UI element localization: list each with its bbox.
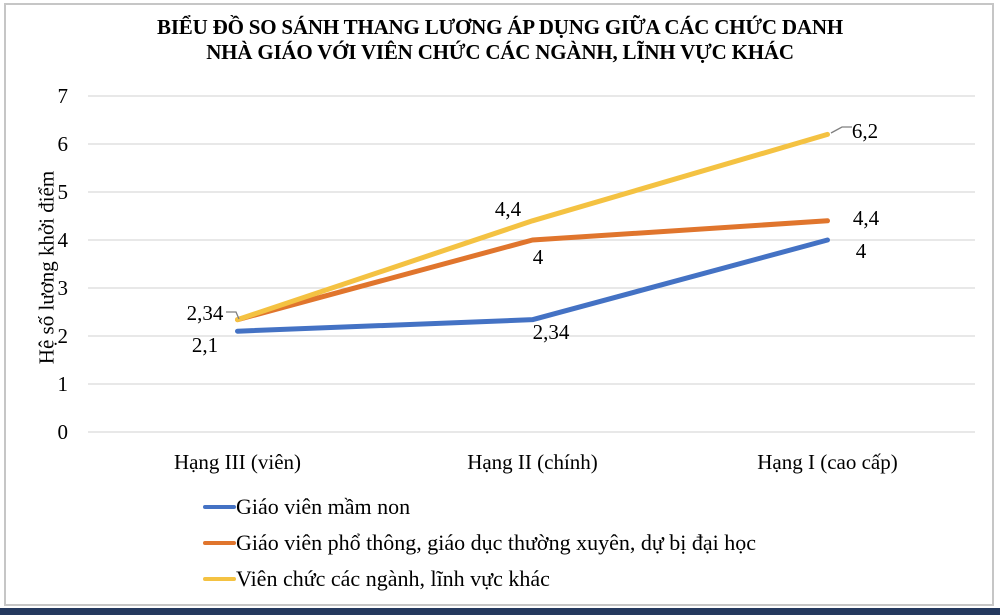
legend-swatch	[203, 504, 236, 509]
data-label: 4,4	[853, 206, 880, 230]
data-label: 4,4	[495, 197, 522, 221]
y-tick-label: 0	[58, 420, 69, 444]
y-tick-label: 4	[58, 228, 69, 252]
series-line-0	[235, 237, 830, 334]
y-tick-label: 6	[58, 132, 69, 156]
chart-title-line1: BIỂU ĐỒ SO SÁNH THANG LƯƠNG ÁP DỤNG GIỮA…	[157, 15, 843, 39]
x-category-label: Hạng II (chính)	[467, 450, 598, 474]
data-label: 2,1	[192, 333, 218, 357]
bottom-window-edge	[0, 608, 1000, 615]
legend-item: Viên chức các ngành, lĩnh vực khác	[203, 566, 756, 591]
chart-title: BIỂU ĐỒ SO SÁNH THANG LƯƠNG ÁP DỤNG GIỮA…	[0, 15, 1000, 65]
y-tick-label: 5	[58, 180, 69, 204]
y-tick-label: 2	[58, 324, 69, 348]
legend: Giáo viên mầm non Giáo viên phổ thông, gi…	[203, 494, 756, 602]
series-line-2	[235, 131, 830, 323]
legend-swatch	[203, 576, 236, 581]
y-tick-label: 1	[58, 372, 69, 396]
series-line-1	[235, 218, 830, 323]
x-category-label: Hạng I (cao cấp)	[757, 450, 898, 474]
legend-label: Giáo viên phổ thông, giáo dục thường xuy…	[236, 530, 757, 555]
data-label: 4	[533, 245, 544, 269]
y-tick-label: 3	[58, 276, 69, 300]
y-axis-title: Hệ số lương khởi điểm	[34, 170, 59, 365]
legend-label: Giáo viên mầm non	[236, 494, 411, 519]
chart-title-line2: NHÀ GIÁO VỚI VIÊN CHỨC CÁC NGÀNH, LĨNH V…	[206, 40, 794, 64]
legend-item: Giáo viên mầm non	[203, 494, 756, 519]
y-tick-label: 7	[58, 84, 69, 108]
x-category-label: Hạng III (viên)	[174, 450, 301, 474]
legend-item: Giáo viên phổ thông, giáo dục thường xuy…	[203, 530, 756, 555]
label-leader-line	[226, 311, 240, 320]
data-label: 4	[856, 239, 867, 263]
legend-label: Viên chức các ngành, lĩnh vực khác	[236, 566, 550, 591]
data-label: 2,34	[533, 320, 570, 344]
data-label: 2,34	[187, 301, 224, 325]
label-leader-line	[830, 126, 852, 134]
legend-swatch	[203, 540, 236, 545]
data-label: 6,2	[852, 119, 878, 143]
